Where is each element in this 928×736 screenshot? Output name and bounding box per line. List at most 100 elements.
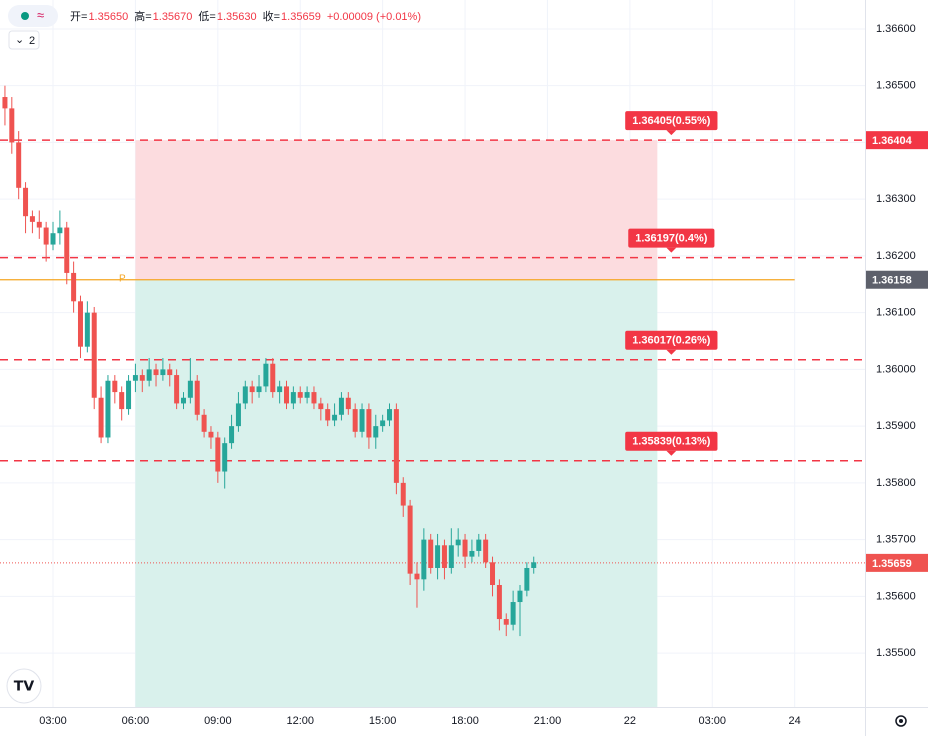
x-tick-label: 24 [789,715,801,727]
y-tick-label: 1.36200 [876,250,916,262]
status-dot [21,12,29,20]
candle-body [23,187,29,217]
y-tick-label: 1.36500 [876,80,916,92]
candle-body [146,369,152,381]
target-tag: 1.35839(0.13%) [625,431,718,456]
tv-logo[interactable]: 𝗧𝗩 [6,668,42,704]
candle-body [9,108,15,143]
candle-body [490,562,496,586]
candle-body [208,431,214,438]
x-tick-label: 06:00 [122,715,150,727]
candle-body [455,539,461,546]
candle-body [167,369,173,376]
candle-body [476,539,482,551]
candle-body [174,375,180,404]
chevron: ⌄ [15,34,24,46]
candle-body [229,426,235,444]
tag-label: 1.36017(0.26%) [632,335,711,347]
candle-body [483,539,489,563]
candle-body [119,392,125,410]
candle-body [84,312,90,347]
stop-zone [135,140,658,280]
tag-label: 1.35839(0.13%) [632,436,711,448]
candle-body [414,573,420,580]
indicator-toggle[interactable] [8,30,40,50]
candle-body [222,443,228,472]
tag-label: 1.36405(0.55%) [632,115,711,127]
tag-label: 1.36197(0.4%) [635,233,707,245]
candle-body [43,227,49,245]
candle-body [441,545,447,568]
tag-pointer [666,247,677,253]
candle-body [187,380,193,398]
candle-body [194,380,200,415]
candle-body [373,426,379,438]
candle-body [387,409,393,421]
tag-pointer [666,130,677,136]
candle-body [428,539,434,568]
ohlc-value: 1.35670 [153,11,193,23]
candle-body [290,392,296,404]
ohlc-label: 高= [134,9,151,23]
candle-body [112,380,118,393]
candle-body [345,397,351,410]
y-tick-label: 1.35800 [876,477,916,489]
candle-body [510,602,516,625]
candle-body [105,380,111,438]
candle-body [496,585,502,620]
x-tick-label: 15:00 [369,715,397,727]
candle-body [325,409,331,421]
candle-body [201,414,207,432]
candle-body [284,386,290,404]
y-tick-label: 1.36100 [876,307,916,319]
x-tick-label: 21:00 [534,715,562,727]
y-tick-label: 1.36000 [876,363,916,375]
settings[interactable] [895,715,907,727]
candle-body [2,97,8,109]
candle-body [380,420,386,427]
tag-box [628,228,715,248]
candle-body [277,386,283,393]
x-tick-label: 03:00 [699,715,727,727]
candle-body [421,539,427,580]
ohlc-value: 1.35650 [88,11,128,23]
target-tag: 1.36405(0.55%) [625,111,718,136]
symbol-button[interactable] [8,5,58,27]
candle-body [503,619,509,625]
price-tag-label: 1.36158 [872,275,912,287]
candle-body [71,272,77,302]
y-tick-label: 1.35900 [876,420,916,432]
candle-body [318,403,324,410]
candle-body [366,409,372,438]
candle-body [91,312,97,398]
x-tick-label: 18:00 [451,715,479,727]
entry-marker: P [119,273,126,284]
tag-pointer [666,450,677,456]
candle-body [524,567,530,591]
candle-body [332,414,338,421]
ohlc-label: 开= [70,11,87,23]
x-tick-label: 22 [624,715,636,727]
ohlc-value: 1.35659 [281,11,321,23]
ohlc-value: 1.35630 [217,11,257,23]
price-tag-label: 1.35659 [872,558,912,570]
candle-body [469,550,475,557]
x-tick-label: 09:00 [204,715,232,727]
tag-box [625,431,718,451]
candle-body [311,392,317,404]
price-tag [866,553,928,572]
y-tick-label: 1.35700 [876,534,916,546]
y-tick-label: 1.36300 [876,193,916,205]
candle-body [29,216,35,222]
candle-body [139,375,145,381]
tag-pointer [666,349,677,355]
candle-body [359,409,365,432]
candle-body [249,386,255,393]
candle-body [98,397,104,438]
candle-body [215,437,221,472]
candle-body [57,227,63,234]
candle-body [393,409,399,483]
y-tick-label: 1.36600 [876,23,916,35]
